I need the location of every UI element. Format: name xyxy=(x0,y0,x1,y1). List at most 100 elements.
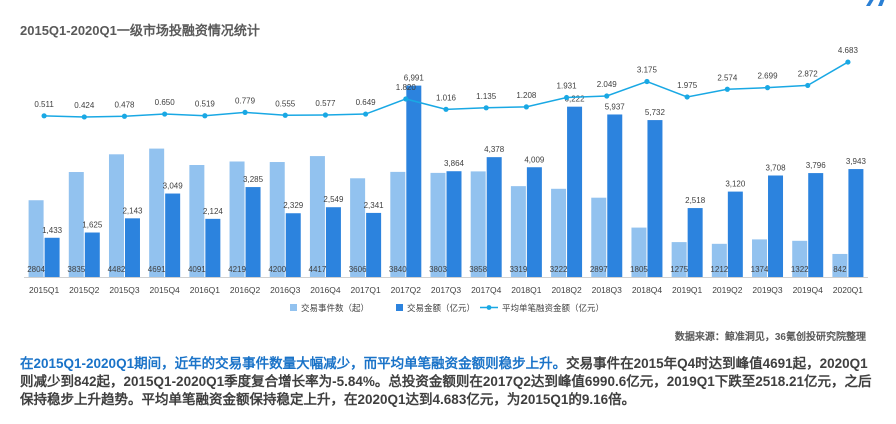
legend-amount: 交易金额（亿元） xyxy=(407,303,475,313)
average-label: 1.135 xyxy=(476,92,497,101)
category-label: 2018Q3 xyxy=(592,285,623,295)
amount-label: 5,732 xyxy=(645,108,666,117)
amount-label: 2,549 xyxy=(323,195,344,204)
category-label: 2017Q3 xyxy=(431,285,462,295)
amount-bar xyxy=(808,173,824,277)
average-label: 0.577 xyxy=(315,99,336,108)
category-label: 2017Q4 xyxy=(471,285,502,295)
events-label: 2897 xyxy=(590,265,608,274)
amount-label: 3,049 xyxy=(163,182,184,191)
events-label: 3803 xyxy=(429,265,447,274)
source-note: 数据来源：鲸准洞见，36氪创投研究院整理 xyxy=(674,332,866,343)
category-label: 2015Q3 xyxy=(109,285,140,295)
average-label: 1.820 xyxy=(396,83,417,92)
amount-label: 2,143 xyxy=(122,206,143,215)
category-label: 2019Q3 xyxy=(752,285,783,295)
average-point xyxy=(81,114,87,120)
average-point xyxy=(363,111,369,117)
average-label: 4.683 xyxy=(838,46,859,55)
category-label: 2016Q1 xyxy=(190,285,221,295)
amount-bar xyxy=(124,218,140,277)
average-label: 2.699 xyxy=(758,72,779,81)
category-label: 2016Q4 xyxy=(310,285,341,295)
chart-title: 2015Q1-2020Q1一级市场投融资情况统计 xyxy=(20,23,260,38)
events-bar xyxy=(309,156,325,277)
events-label: 3858 xyxy=(469,265,487,274)
average-point xyxy=(604,93,610,99)
average-point xyxy=(644,78,650,85)
amount-bar xyxy=(366,212,382,277)
average-label: 1.208 xyxy=(516,91,537,100)
average-label: 2.872 xyxy=(798,69,819,78)
average-label: 2.574 xyxy=(717,73,738,82)
events-label: 4691 xyxy=(148,265,166,274)
events-bar xyxy=(390,171,406,277)
legend-events: 交易事件数（起） xyxy=(301,303,369,313)
legend-swatch-amount xyxy=(396,304,403,311)
summary-body: 交易事件在2015年Q4时达到峰值4691起，2020Q1则减少到842起，20… xyxy=(20,356,872,407)
events-bar xyxy=(108,154,124,277)
events-label: 1322 xyxy=(791,265,809,274)
legend-average: 平均单笔融资金额（亿元） xyxy=(502,303,604,313)
average-point xyxy=(443,106,449,112)
amount-bar xyxy=(687,208,703,277)
category-label: 2020Q1 xyxy=(833,285,864,295)
amount-bar xyxy=(768,175,784,277)
amount-bar xyxy=(205,218,221,277)
events-bar xyxy=(591,197,607,277)
events-bar xyxy=(189,165,205,277)
events-bar xyxy=(711,243,727,277)
average-label: 2.049 xyxy=(597,80,618,89)
category-label: 2019Q4 xyxy=(793,285,824,295)
category-label: 2019Q2 xyxy=(712,285,743,295)
amount-label: 6,222 xyxy=(565,95,586,104)
category-label: 2015Q2 xyxy=(69,285,100,295)
events-bar xyxy=(269,162,285,277)
events-bar xyxy=(149,148,165,277)
average-point xyxy=(282,112,288,118)
amount-label: 3,864 xyxy=(444,159,465,168)
events-label: 4482 xyxy=(108,265,126,274)
events-bar xyxy=(671,242,687,277)
average-point xyxy=(724,86,730,92)
average-label: 0.650 xyxy=(155,98,176,107)
average-point xyxy=(242,109,248,115)
events-label: 4200 xyxy=(268,265,286,274)
average-label: 0.424 xyxy=(74,101,95,110)
average-point xyxy=(845,59,851,65)
amount-bar xyxy=(647,120,663,277)
category-label: 2019Q1 xyxy=(672,285,703,295)
events-bar xyxy=(510,186,526,277)
chart: 2804 1,433 2015Q1 3835 1,625 2015Q2 4482 2,143 2… xyxy=(24,46,868,313)
amount-label: 3,120 xyxy=(725,180,746,189)
amount-label: 1,625 xyxy=(82,221,103,230)
average-point xyxy=(202,113,208,119)
average-point xyxy=(322,112,329,118)
category-label: 2018Q4 xyxy=(632,285,663,295)
events-label: 1805 xyxy=(630,265,648,274)
amount-label: 2,124 xyxy=(203,207,224,216)
amount-bar xyxy=(325,207,341,277)
category-label: 2017Q1 xyxy=(350,285,381,295)
average-point xyxy=(764,85,771,91)
events-label: 1374 xyxy=(751,265,769,274)
amount-bar xyxy=(727,191,743,277)
amount-label: 6,991 xyxy=(404,74,425,83)
summary-paragraph: 在2015Q1-2020Q1期间，近年的交易事件数量大幅减少，而平均单笔融资金额… xyxy=(20,355,876,409)
average-label: 1.931 xyxy=(557,82,578,91)
events-label: 3222 xyxy=(550,265,568,274)
events-label: 1212 xyxy=(710,265,728,274)
legend-swatch-average-dot xyxy=(486,305,492,310)
amount-bar xyxy=(486,157,502,277)
average-point xyxy=(684,94,690,100)
events-bar xyxy=(229,161,245,277)
average-point xyxy=(563,94,570,101)
average-point xyxy=(162,111,168,117)
events-bar xyxy=(551,188,567,277)
average-point xyxy=(523,104,529,110)
average-point xyxy=(121,113,128,119)
amount-bar xyxy=(567,106,583,277)
amount-label: 3,285 xyxy=(243,175,264,184)
events-label: 4091 xyxy=(188,265,206,274)
amount-label: 4,009 xyxy=(524,155,545,164)
